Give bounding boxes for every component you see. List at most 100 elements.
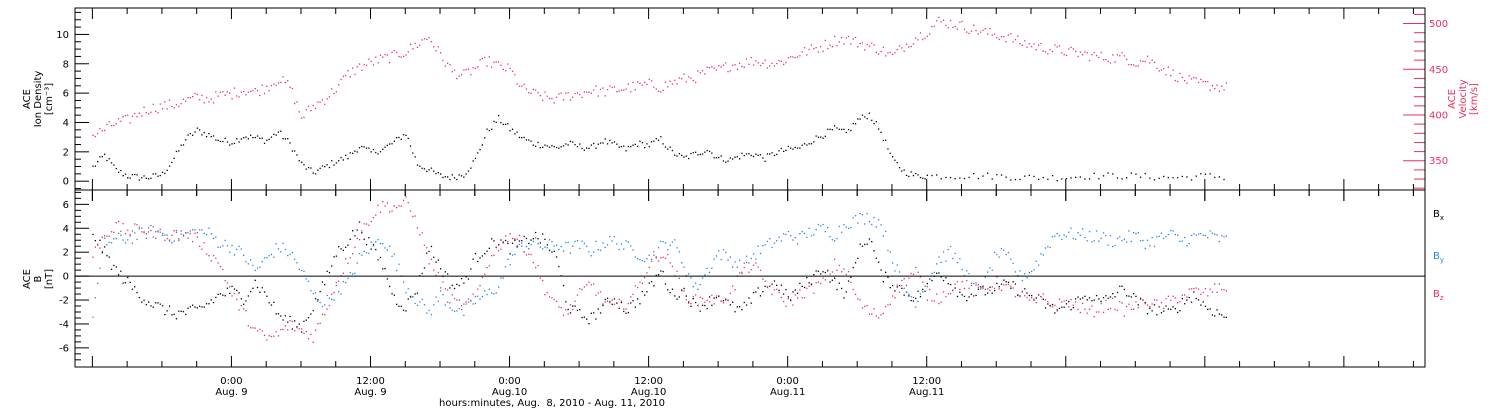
by-point <box>968 272 970 275</box>
velocity-point <box>421 39 423 41</box>
bx-point <box>393 294 395 296</box>
by-point <box>676 247 678 249</box>
velocity-point <box>657 90 660 92</box>
x-tick-label-date: Aug.11 <box>909 387 944 398</box>
velocity-point <box>722 64 725 66</box>
bz-point <box>449 302 451 304</box>
density-point <box>175 150 178 153</box>
bx-point <box>1054 312 1056 314</box>
density-point <box>841 128 843 131</box>
density-point <box>210 136 212 138</box>
bz-point <box>491 255 493 257</box>
bx-point <box>834 277 836 279</box>
density-point <box>212 135 215 137</box>
by-point <box>203 232 205 235</box>
velocity-point <box>871 42 873 44</box>
velocity-point <box>780 60 782 62</box>
bz-point <box>498 250 500 252</box>
by-point <box>1040 253 1042 255</box>
by-point <box>532 240 534 242</box>
by-point <box>778 236 780 238</box>
bx-point <box>1146 313 1149 315</box>
by-point <box>1174 233 1176 236</box>
top-panel-frame <box>74 7 1426 191</box>
density-point <box>280 130 282 132</box>
bx-point <box>511 242 514 244</box>
density-point <box>150 177 152 179</box>
velocity-point <box>106 123 108 126</box>
by-point <box>1170 229 1172 232</box>
bx-point <box>847 280 850 282</box>
velocity-point <box>1123 55 1125 57</box>
by-point <box>1204 234 1207 237</box>
bz-point <box>933 300 935 302</box>
velocity-point <box>910 45 912 48</box>
velocity-point <box>1137 65 1139 67</box>
density-point <box>451 174 453 176</box>
by-point <box>548 239 551 241</box>
by-point <box>866 213 868 215</box>
bx-point <box>548 249 551 251</box>
velocity-point <box>449 64 451 66</box>
bx-point <box>1204 305 1207 307</box>
velocity-point <box>1051 50 1054 53</box>
by-point <box>1153 245 1156 248</box>
bz-point <box>555 300 558 303</box>
density-point <box>433 170 435 172</box>
bz-point <box>708 301 711 303</box>
velocity-point <box>889 51 891 54</box>
by-point <box>150 224 152 227</box>
density-point <box>553 146 555 148</box>
by-point <box>815 229 817 231</box>
by-point <box>342 280 344 283</box>
bz-point <box>1139 297 1142 299</box>
bx-point <box>785 288 787 291</box>
velocity-point <box>938 16 940 19</box>
bz-point <box>127 229 129 231</box>
by-point <box>124 242 127 244</box>
bz-point <box>159 228 161 230</box>
density-point <box>328 166 331 169</box>
by-point <box>745 255 748 257</box>
bx-point <box>539 242 541 244</box>
bx-point <box>1105 295 1107 297</box>
bz-point <box>1003 284 1005 286</box>
velocity-point <box>224 94 226 96</box>
bx-point <box>669 292 671 294</box>
density-point <box>987 172 989 174</box>
velocity-point <box>655 88 657 90</box>
bx-point <box>572 305 574 307</box>
by-point <box>143 231 145 233</box>
velocity-point <box>606 89 609 91</box>
bx-point <box>841 287 843 290</box>
bz-point <box>590 284 592 286</box>
bx-point <box>803 286 806 289</box>
bx-point <box>1218 313 1220 315</box>
bz-point <box>296 327 298 329</box>
by-point <box>952 257 954 260</box>
density-point <box>718 156 720 159</box>
velocity-axis-title-line: ACE <box>1447 89 1458 109</box>
velocity-point <box>1063 54 1065 56</box>
density-point <box>755 153 757 155</box>
bz-point <box>912 273 915 275</box>
bx-point <box>402 309 405 311</box>
bz-point <box>1054 304 1056 306</box>
velocity-point <box>1031 45 1033 48</box>
velocity-point <box>553 102 555 104</box>
by-point <box>1135 232 1137 235</box>
density-point <box>120 169 122 172</box>
by-point <box>122 239 124 241</box>
density-point <box>882 139 884 142</box>
velocity-point <box>743 66 745 68</box>
bz-point <box>854 293 857 295</box>
density-point <box>602 142 604 144</box>
bz-point <box>495 246 497 248</box>
density-point <box>685 155 687 157</box>
by-point <box>996 253 998 256</box>
velocity-tick-label: 450 <box>1429 65 1448 76</box>
velocity-point <box>516 83 518 85</box>
bz-point <box>303 332 305 334</box>
velocity-point <box>653 86 655 88</box>
bx-point <box>247 295 249 297</box>
